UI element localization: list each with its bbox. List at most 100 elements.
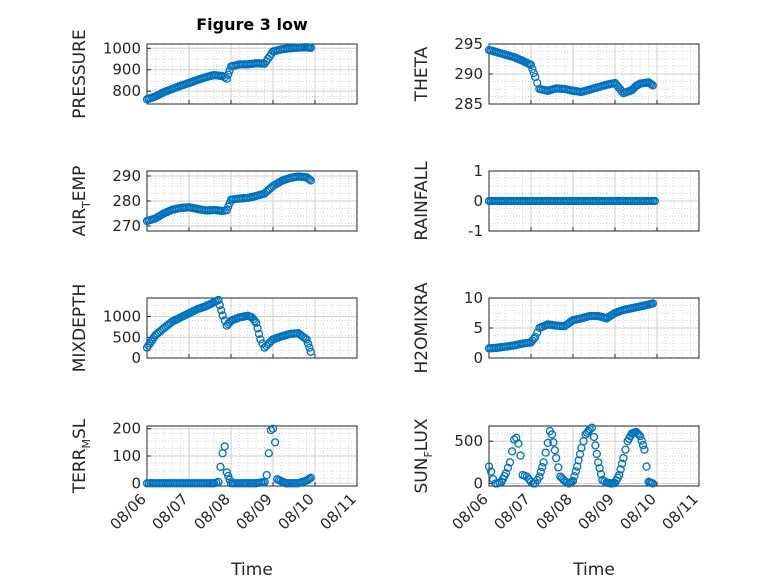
y-tick-label: 0 [473, 474, 483, 492]
data-point [305, 175, 314, 184]
data-point [554, 463, 563, 472]
data-point [256, 335, 265, 344]
data-point [302, 335, 311, 344]
y-tick-label: 0 [131, 349, 141, 367]
data-point [531, 332, 540, 342]
data-point [538, 462, 547, 472]
data-point [526, 60, 536, 70]
data-point [570, 471, 579, 481]
data-point [218, 311, 227, 320]
data-point [254, 329, 264, 339]
data-point [568, 476, 578, 486]
data-point [224, 471, 233, 481]
y-tick-label: 1 [473, 162, 483, 180]
y-tick-label: 900 [112, 61, 141, 79]
data-point [543, 438, 552, 448]
data-point [638, 441, 648, 450]
data-point [647, 80, 656, 89]
data-point [507, 447, 517, 456]
data-point [650, 196, 660, 206]
data-point [216, 462, 225, 472]
data-point [253, 324, 262, 333]
axes-box [146, 43, 358, 105]
data-point [535, 472, 544, 481]
data-point [514, 439, 523, 448]
data-point [615, 470, 624, 480]
data-point [148, 335, 157, 344]
y-tick-label: 0 [473, 192, 483, 210]
figure-title: Figure 3 low [196, 15, 308, 34]
data-point [270, 438, 280, 447]
data-point [637, 436, 646, 445]
data-point [217, 306, 226, 315]
axes-box [146, 297, 358, 359]
y-tick-label: 280 [112, 192, 141, 210]
y-tick-label: 10 [464, 289, 483, 307]
subplot-pressure: 800 900 1000 PRESSURE [70, 29, 358, 119]
data-point [528, 64, 537, 74]
data-point [224, 70, 233, 79]
data-point [220, 442, 229, 451]
data-point [587, 423, 597, 432]
y-tick-label: 1000 [103, 308, 141, 326]
data-point [636, 431, 645, 441]
y-tick-label: 500 [454, 432, 483, 450]
data-point [516, 451, 525, 460]
y-tick-label: 1000 [103, 39, 141, 57]
y-tick-label: 270 [112, 217, 141, 235]
y-tick-label: 100 [112, 447, 141, 465]
data-point [592, 449, 601, 459]
data-point [585, 425, 594, 434]
y-tick-label: 800 [112, 82, 141, 100]
data-point [595, 464, 604, 473]
x-axis-label-left: Time [230, 560, 273, 580]
y-tick-label: 500 [112, 328, 141, 346]
data-point [642, 462, 651, 471]
data-point [503, 463, 513, 472]
data-point [524, 475, 534, 484]
data-point [222, 74, 231, 83]
data-point [250, 316, 259, 326]
data-point [552, 453, 561, 463]
data-point [484, 462, 494, 471]
data-point [306, 43, 315, 53]
data-point [145, 339, 154, 348]
data-point [489, 475, 498, 484]
data-point [215, 301, 224, 310]
data-point [536, 467, 545, 477]
data-point [486, 467, 496, 476]
axes-box [488, 425, 700, 487]
data-point [533, 328, 542, 337]
y-axis-label: AIRTEMP [70, 166, 93, 237]
data-point [303, 339, 313, 348]
data-point [541, 448, 550, 457]
data-point [640, 445, 649, 454]
data-point [627, 86, 636, 95]
data-point [596, 470, 606, 479]
y-tick-label: 0 [131, 474, 141, 492]
data-point [214, 295, 223, 305]
data-point [305, 343, 314, 352]
data-point [547, 430, 557, 439]
data-point [549, 438, 558, 447]
y-tick-label: 200 [112, 420, 141, 438]
y-axis-label: SUNFLUX [412, 418, 435, 493]
data-point [529, 68, 538, 78]
data-point [266, 425, 276, 435]
data-point [142, 343, 152, 352]
data-point [305, 474, 314, 483]
data-point [648, 81, 657, 90]
data-point [306, 176, 315, 185]
data-point [306, 347, 315, 356]
data-point [529, 334, 538, 343]
y-tick-label: 285 [454, 95, 483, 113]
data-point [306, 473, 315, 482]
data-point [262, 470, 271, 480]
y-axis-label: MIXDEPTH [70, 284, 90, 373]
data-point [505, 458, 515, 467]
y-axis-label: PRESSURE [70, 29, 90, 118]
data-point [616, 465, 625, 474]
data-point [550, 446, 559, 455]
subplot-h2omixra: 0 5 10 H2OMIXRA [412, 282, 700, 374]
